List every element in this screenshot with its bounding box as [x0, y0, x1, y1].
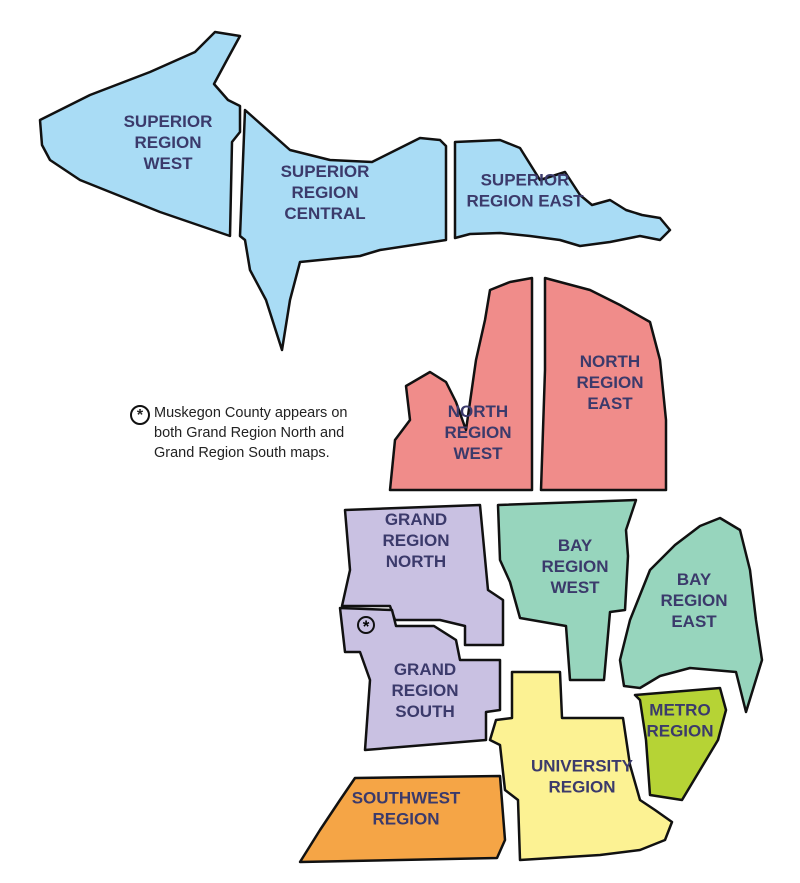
region-label-metro: REGION — [646, 722, 713, 741]
region-label-superior-central: REGION — [291, 183, 358, 202]
region-shape-superior-east[interactable] — [453, 138, 672, 248]
region-superior-west[interactable]: SUPERIOR REGION WEST — [38, 30, 242, 238]
region-label-superior-central: SUPERIOR — [281, 162, 370, 181]
region-label-north-east: NORTH — [580, 352, 640, 371]
region-label-bay-east: REGION — [660, 591, 727, 610]
region-shape-university[interactable] — [488, 670, 674, 862]
region-shape-grand-south[interactable] — [338, 606, 502, 752]
region-shape-grand-north[interactable] — [340, 503, 505, 647]
region-label-superior-west: SUPERIOR — [124, 112, 213, 131]
region-label-southwest: REGION — [372, 810, 439, 829]
region-label-grand-north: GRAND — [385, 510, 447, 529]
region-label-metro: METRO — [649, 701, 710, 720]
region-label-north-east: EAST — [587, 394, 633, 413]
region-southwest[interactable]: SOUTHWEST REGION — [298, 774, 507, 864]
muskegon-note: * Muskegon County appears on both Grand … — [130, 403, 382, 463]
region-label-southwest: SOUTHWEST — [352, 789, 461, 808]
region-shape-bay-west[interactable] — [496, 498, 638, 682]
region-shape-north-west[interactable] — [388, 276, 534, 492]
region-label-north-west: REGION — [444, 423, 511, 442]
region-label-north-east: REGION — [576, 373, 643, 392]
region-superior-east[interactable]: SUPERIOR REGION EAST — [453, 138, 672, 248]
region-label-north-west: NORTH — [448, 402, 508, 421]
region-label-bay-west: REGION — [541, 557, 608, 576]
region-label-university: REGION — [548, 778, 615, 797]
region-university[interactable]: UNIVERSITY REGION — [488, 670, 674, 862]
region-label-superior-east: SUPERIOR — [481, 171, 570, 190]
region-label-grand-south: REGION — [391, 681, 458, 700]
region-shape-metro[interactable] — [633, 686, 728, 802]
region-label-superior-west: REGION — [134, 133, 201, 152]
region-north-west[interactable]: NORTH REGION WEST — [388, 276, 534, 492]
region-label-superior-central: CENTRAL — [284, 204, 365, 223]
svg-text:*: * — [363, 617, 370, 636]
region-shape-superior-central[interactable] — [238, 108, 448, 352]
region-label-superior-east: REGION EAST — [466, 192, 584, 211]
region-label-north-west: WEST — [453, 444, 503, 463]
region-label-grand-south: GRAND — [394, 660, 456, 679]
region-label-bay-west: BAY — [558, 536, 593, 555]
asterisk-circle-icon: * — [130, 405, 150, 425]
region-label-bay-east: EAST — [671, 612, 717, 631]
region-label-bay-west: WEST — [550, 578, 600, 597]
region-grand-south[interactable]: GRAND REGION SOUTH — [338, 606, 502, 752]
region-label-university: UNIVERSITY — [531, 757, 634, 776]
region-north-east[interactable]: NORTH REGION EAST — [539, 276, 668, 492]
region-metro[interactable]: METRO REGION — [633, 686, 728, 802]
region-shape-bay-east[interactable] — [618, 516, 764, 714]
region-label-grand-south: SOUTH — [395, 702, 455, 721]
muskegon-note-text: Muskegon County appears on both Grand Re… — [154, 405, 348, 461]
region-shape-southwest[interactable] — [298, 774, 507, 864]
muskegon-asterisk-icon: * — [357, 616, 375, 636]
region-label-bay-east: BAY — [677, 570, 712, 589]
region-grand-north[interactable]: GRAND REGION NORTH — [340, 503, 505, 647]
region-bay-west[interactable]: BAY REGION WEST — [496, 498, 638, 682]
region-label-grand-north: NORTH — [386, 552, 446, 571]
region-shape-north-east[interactable] — [539, 276, 668, 492]
region-label-superior-west: WEST — [143, 154, 193, 173]
region-bay-east[interactable]: BAY REGION EAST — [618, 516, 764, 714]
region-superior-central[interactable]: SUPERIOR REGION CENTRAL — [238, 108, 448, 352]
region-label-grand-north: REGION — [382, 531, 449, 550]
region-shape-superior-west[interactable] — [38, 30, 242, 238]
